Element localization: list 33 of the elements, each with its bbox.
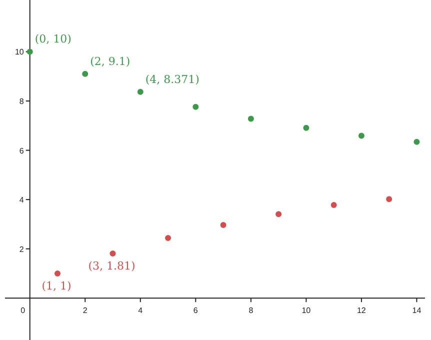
y-tick-label: 10 [14, 48, 24, 57]
x-tick-label: 10 [302, 306, 312, 316]
y-tick-label: 2 [19, 244, 24, 254]
point [248, 116, 254, 122]
x-tick-label: 6 [193, 306, 198, 316]
x-tick-label: 12 [356, 306, 366, 316]
y-tick-label: 4 [19, 196, 24, 205]
annotation: (3, 1.81) [88, 260, 136, 273]
y-tick-label: 8 [19, 97, 24, 106]
point [220, 222, 226, 228]
point [386, 196, 392, 202]
x-tick-label: 2 [82, 306, 88, 316]
point [192, 104, 199, 110]
point [165, 235, 172, 241]
point [110, 250, 116, 257]
point [358, 132, 364, 139]
annotation: (0, 10) [34, 32, 72, 46]
x-tick-label: 14 [412, 306, 422, 316]
annotation: (1, 1) [42, 279, 72, 292]
y-tick-label: 6 [19, 146, 24, 156]
point [54, 270, 60, 276]
x-tick-label: 8 [248, 306, 254, 316]
point [82, 70, 88, 77]
annotation: (4, 8.371) [145, 72, 200, 86]
point [276, 211, 282, 218]
x-tick-label: 0 [20, 306, 26, 316]
point [303, 124, 310, 131]
annotation: (2, 9.1) [90, 54, 130, 68]
point [330, 202, 337, 208]
point [137, 88, 144, 95]
point [414, 138, 420, 145]
point [26, 48, 33, 55]
x-tick-label: 4 [138, 306, 144, 316]
